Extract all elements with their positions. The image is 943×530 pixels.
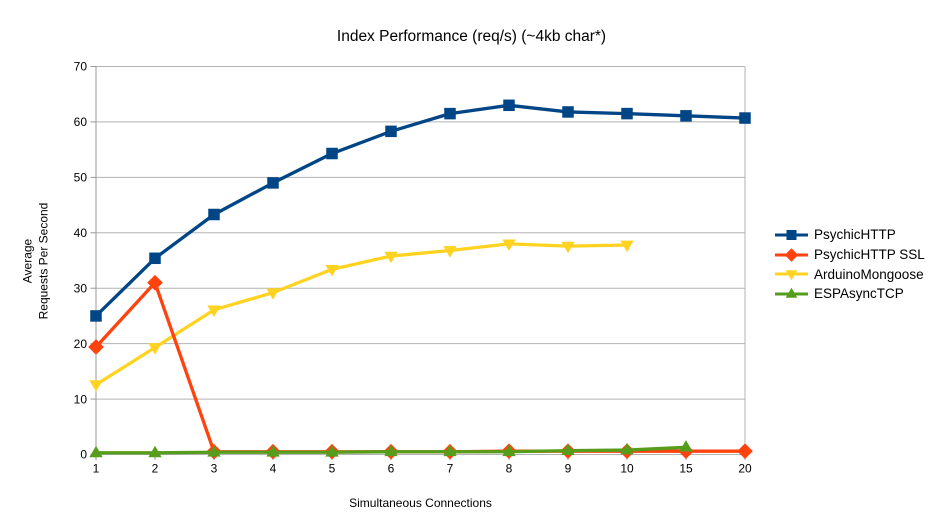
data-point-psychichttp-3 [208,208,220,221]
x-tick-label: 7 [447,462,454,476]
data-point-psychichttp-6 [385,125,397,138]
x-tick-label: 5 [329,462,336,476]
data-point-espasynctcp-2 [148,445,162,458]
legend-label-arduinomongoose: ArduinoMongoose [814,266,924,282]
data-point-psychichttp-ssl-2 [147,274,163,291]
data-point-arduinomongoose-4 [266,288,280,300]
x-tick-label: 6 [388,462,395,476]
data-point-espasynctcp-1 [89,445,103,458]
y-tick-label: 10 [74,392,88,406]
data-point-psychichttp-7 [444,107,456,120]
x-tick-label: 1 [93,462,100,476]
data-point-espasynctcp-6 [384,444,398,457]
legend-item-psychichttp: PsychicHTTP [775,225,925,245]
data-point-arduinomongoose-10 [620,240,634,253]
data-point-arduinomongoose-1 [89,380,103,392]
legend-label-psychichttp: PsychicHTTP [814,227,896,243]
data-point-espasynctcp-3 [207,445,221,457]
series-espasynctcp [89,440,693,458]
legend-label-espasynctcp: ESPAsyncTCP [814,286,904,302]
legend-item-espasynctcp: ESPAsyncTCP [775,284,925,304]
data-point-espasynctcp-8 [502,444,516,457]
data-point-psychichttp-4 [267,177,279,189]
y-tick-label: 50 [74,171,88,185]
data-point-espasynctcp-7 [443,444,457,457]
legend-item-arduinomongoose: ArduinoMongoose [775,264,925,284]
data-point-arduinomongoose-7 [443,246,457,258]
legend-item-psychichttp-ssl: PsychicHTTP SSL [775,245,925,265]
data-point-espasynctcp-4 [266,445,280,457]
data-point-psychichttp-10 [621,107,633,120]
series-psychichttp [90,99,751,322]
legend-marker-shape [786,229,797,240]
y-tick-label: 0 [80,448,87,462]
data-point-psychichttp-15 [680,110,692,122]
series-line-psychichttp [94,103,746,318]
data-point-arduinomongoose-3 [207,305,221,317]
series-line-psychichttp-ssl [94,281,745,454]
x-tick-label: 2 [152,462,159,476]
y-tick-label: 70 [74,60,88,74]
data-point-psychichttp-20 [739,112,751,124]
x-tick-label: 9 [565,462,572,476]
data-point-arduinomongoose-9 [561,241,575,254]
legend-marker-shape [784,247,799,262]
data-point-arduinomongoose-8 [502,239,516,252]
y-tick-label: 60 [74,115,88,129]
data-point-espasynctcp-5 [325,445,339,457]
legend: PsychicHTTP PsychicHTTP SSL ArduinoMongoos… [775,225,925,304]
square-legend-marker-icon [775,229,808,240]
x-tick-label: 20 [738,462,752,476]
y-tick-label: 40 [74,226,88,240]
data-point-arduinomongoose-2 [148,343,162,355]
data-point-psychichttp-ssl-20 [737,443,753,459]
legend-marker-shape [785,270,798,281]
data-point-psychichttp-9 [562,106,574,118]
series-line-arduinomongoose [95,242,628,387]
data-point-psychichttp-8 [503,99,515,112]
data-point-espasynctcp-10 [620,442,634,455]
data-point-psychichttp-2 [149,252,161,265]
x-axis-title: Simultaneous Connections [349,496,492,510]
triangle-down-legend-marker-icon [775,270,808,281]
x-tick-label: 15 [679,462,693,476]
data-point-psychichttp-ssl-1 [88,339,104,355]
data-point-arduinomongoose-5 [325,264,339,277]
chart-title: Index Performance (req/s) (~4kb char*) [336,28,607,45]
data-point-psychichttp-1 [90,310,102,322]
data-point-espasynctcp-9 [561,443,575,455]
data-point-psychichttp-5 [326,147,338,160]
y-tick-label: 20 [74,337,88,351]
legend-marker-shape [785,287,798,298]
legend-label-psychichttp-ssl: PsychicHTTP SSL [814,247,925,263]
series-psychichttp-ssl [88,274,753,460]
diamond-legend-marker-icon [775,247,808,262]
triangle-up-legend-marker-icon [775,287,808,298]
x-tick-label: 4 [270,462,277,476]
x-tick-label: 8 [506,462,513,476]
y-tick-label: 30 [74,281,88,295]
series-arduinomongoose [89,239,634,392]
x-tick-label: 10 [620,462,634,476]
x-tick-label: 3 [211,462,218,476]
data-point-espasynctcp-15 [679,440,693,452]
data-point-arduinomongoose-6 [384,251,398,264]
